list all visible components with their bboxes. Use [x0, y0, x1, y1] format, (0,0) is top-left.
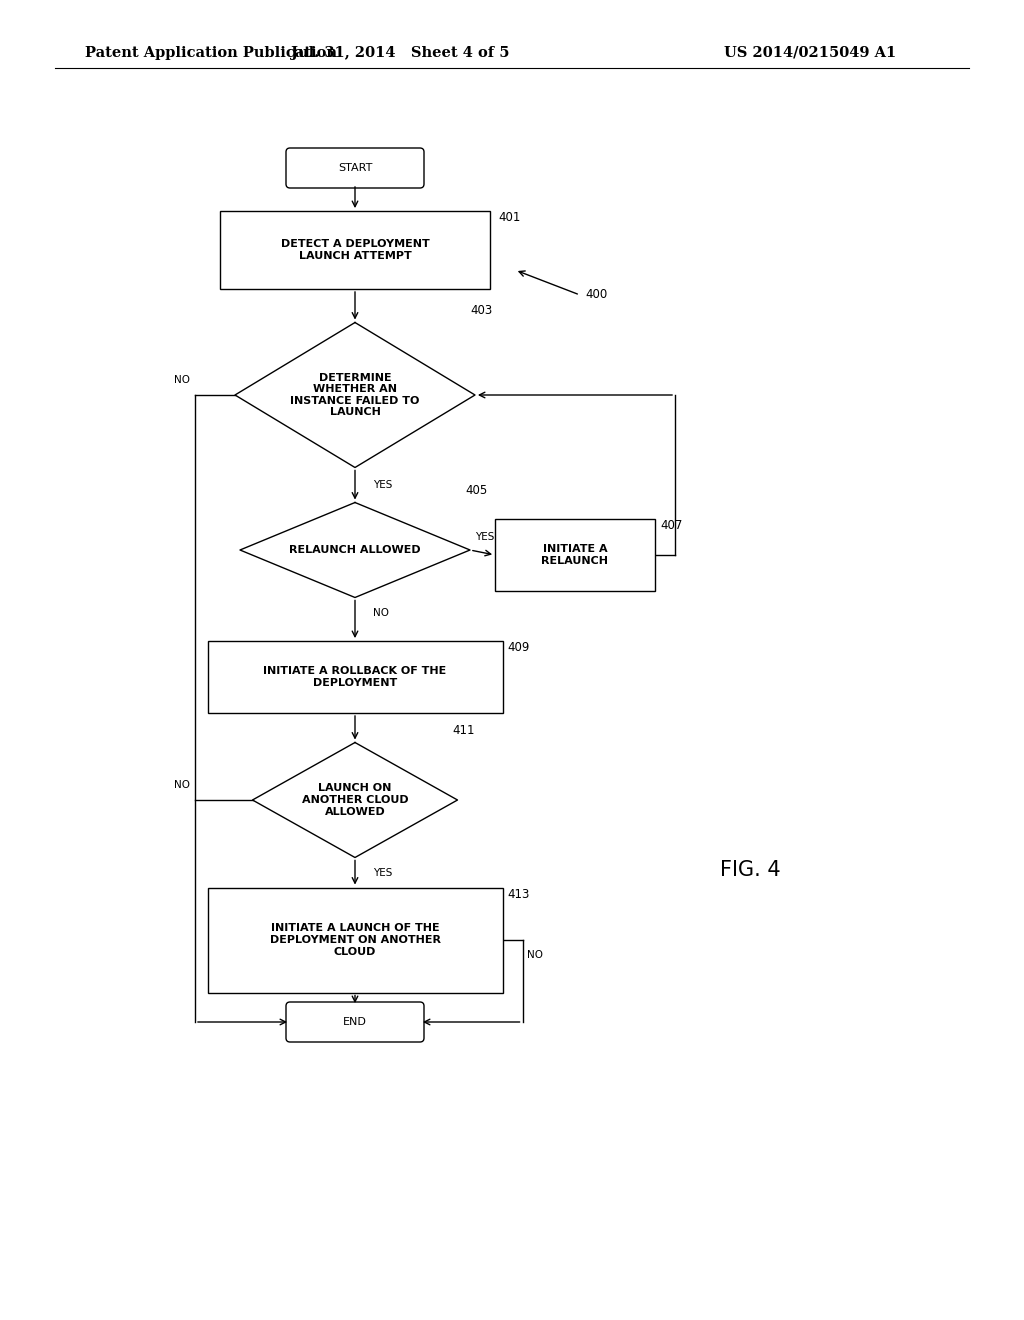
- Polygon shape: [240, 503, 470, 598]
- Bar: [220, 211, 490, 289]
- Text: Jul. 31, 2014   Sheet 4 of 5: Jul. 31, 2014 Sheet 4 of 5: [291, 46, 509, 59]
- Text: NO: NO: [527, 950, 544, 960]
- Text: INITIATE A ROLLBACK OF THE
DEPLOYMENT: INITIATE A ROLLBACK OF THE DEPLOYMENT: [263, 667, 446, 688]
- Text: INITIATE A
RELAUNCH: INITIATE A RELAUNCH: [542, 544, 608, 566]
- Text: NO: NO: [174, 780, 190, 789]
- Text: NO: NO: [174, 375, 190, 385]
- Text: 403: 403: [470, 305, 493, 318]
- Text: 400: 400: [585, 289, 607, 301]
- FancyBboxPatch shape: [286, 1002, 424, 1041]
- Bar: [495, 519, 655, 591]
- Text: 413: 413: [508, 887, 529, 900]
- FancyBboxPatch shape: [286, 148, 424, 187]
- Text: 407: 407: [660, 519, 682, 532]
- Text: 405: 405: [465, 484, 487, 498]
- Polygon shape: [234, 322, 475, 467]
- Text: FIG. 4: FIG. 4: [720, 861, 780, 880]
- Text: YES: YES: [475, 532, 495, 543]
- Text: 401: 401: [498, 211, 520, 224]
- Text: Patent Application Publication: Patent Application Publication: [85, 46, 337, 59]
- Text: START: START: [338, 162, 372, 173]
- Text: 409: 409: [508, 642, 529, 653]
- Text: LAUNCH ON
ANOTHER CLOUD
ALLOWED: LAUNCH ON ANOTHER CLOUD ALLOWED: [302, 783, 409, 817]
- Polygon shape: [253, 742, 458, 858]
- Text: INITIATE A LAUNCH OF THE
DEPLOYMENT ON ANOTHER
CLOUD: INITIATE A LAUNCH OF THE DEPLOYMENT ON A…: [269, 924, 440, 957]
- Bar: [208, 887, 503, 993]
- Text: DETERMINE
WHETHER AN
INSTANCE FAILED TO
LAUNCH: DETERMINE WHETHER AN INSTANCE FAILED TO …: [291, 372, 420, 417]
- Text: RELAUNCH ALLOWED: RELAUNCH ALLOWED: [289, 545, 421, 554]
- Text: NO: NO: [373, 607, 389, 618]
- Text: YES: YES: [373, 867, 392, 878]
- Text: DETECT A DEPLOYMENT
LAUNCH ATTEMPT: DETECT A DEPLOYMENT LAUNCH ATTEMPT: [281, 239, 429, 261]
- Text: END: END: [343, 1016, 367, 1027]
- Text: 411: 411: [453, 725, 475, 738]
- Bar: [208, 642, 503, 713]
- Text: YES: YES: [373, 479, 392, 490]
- Text: US 2014/0215049 A1: US 2014/0215049 A1: [724, 46, 896, 59]
